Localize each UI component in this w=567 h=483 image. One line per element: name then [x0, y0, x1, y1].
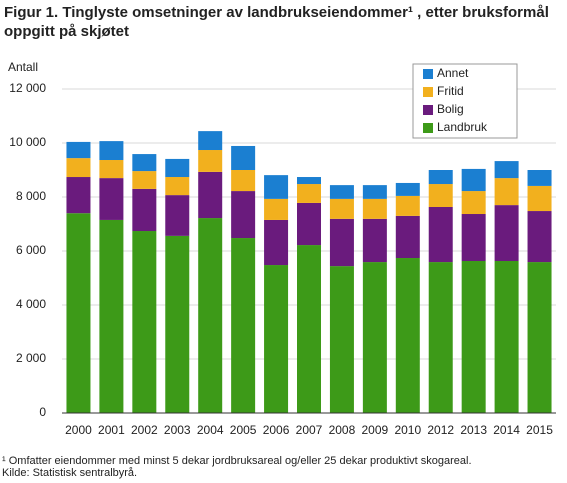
bar-segment	[264, 175, 289, 199]
bar-segment	[461, 168, 486, 192]
legend-label: Landbruk	[437, 120, 488, 134]
bar-segment	[132, 154, 157, 172]
bar-segment	[297, 177, 321, 185]
bar-segment	[66, 213, 91, 413]
x-tick-label: 2002	[131, 423, 158, 437]
bar-segment	[132, 231, 157, 413]
bar-segment	[198, 218, 223, 413]
bar-segment	[132, 171, 157, 189]
bar-segment	[362, 198, 387, 219]
bar-segment	[231, 191, 256, 239]
chart-title: Figur 1. Tinglyste omsetninger av landbr…	[4, 4, 549, 40]
bar-segment	[99, 219, 124, 413]
x-tick-label: 2001	[98, 423, 125, 437]
x-tick-label: 2000	[65, 423, 92, 437]
bar-segment	[231, 145, 256, 170]
bar-segment	[395, 182, 420, 196]
bar-segment	[527, 262, 552, 413]
x-tick-label: 2015	[526, 423, 553, 437]
bar-segment	[99, 160, 124, 179]
x-tick-label: 2013	[460, 423, 487, 437]
bar-segment	[66, 158, 91, 178]
bar-segment	[494, 205, 519, 261]
bar-segment	[99, 178, 124, 220]
bar-segment	[461, 260, 486, 413]
bar-segment	[395, 258, 420, 413]
bar-segment	[329, 185, 354, 199]
x-tick-label: 2004	[197, 423, 224, 437]
legend-swatch	[423, 123, 433, 133]
bar-segment	[461, 214, 486, 261]
bar-segment	[264, 198, 289, 220]
x-tick-label: 2009	[362, 423, 389, 437]
bar-segment	[297, 245, 321, 413]
notes: ¹ Omfatter eiendommer med minst 5 dekar …	[2, 455, 472, 479]
y-axis-label: Antall	[8, 60, 38, 74]
footnote: ¹ Omfatter eiendommer med minst 5 dekar …	[2, 455, 472, 467]
x-tick-label: 2007	[296, 423, 323, 437]
legend-label: Bolig	[437, 102, 464, 116]
legend-label: Annet	[437, 66, 469, 80]
x-tick-label: 2006	[263, 423, 290, 437]
bar-segment	[494, 260, 519, 413]
x-tick-label: 2010	[394, 423, 421, 437]
y-tick-label: 6 000	[16, 243, 46, 257]
y-tick-label: 4 000	[16, 297, 46, 311]
bar-segment	[395, 195, 420, 216]
bar-segment	[198, 171, 223, 219]
bar-segment	[362, 262, 387, 413]
bar-segment	[264, 219, 289, 266]
bar-segment	[527, 185, 552, 212]
bar-segment	[329, 266, 354, 413]
bar-segment	[494, 161, 519, 179]
y-tick-label: 8 000	[16, 189, 46, 203]
bar-segment	[264, 265, 289, 413]
bar-segment	[297, 202, 321, 246]
bar-segment	[231, 170, 256, 192]
legend-swatch	[423, 69, 433, 79]
bar-segment	[428, 170, 453, 185]
bar-segment	[329, 198, 354, 219]
bar-segment	[297, 184, 321, 203]
bar-segment	[461, 191, 486, 215]
bar-segment	[99, 141, 124, 161]
bar-segment	[165, 177, 190, 196]
bar-segment	[527, 170, 552, 186]
bar-segment	[362, 218, 387, 263]
x-tick-label: 2008	[329, 423, 356, 437]
legend-swatch	[423, 87, 433, 97]
bar-segment	[527, 211, 552, 263]
y-tick-label: 2 000	[16, 351, 46, 365]
bar-segment	[165, 235, 190, 413]
legend-swatch	[423, 105, 433, 115]
bar-segment	[231, 238, 256, 413]
x-tick-label: 2012	[427, 423, 454, 437]
bar-segment	[198, 131, 223, 151]
y-tick-label: 12 000	[9, 81, 46, 95]
bar-segment	[132, 188, 157, 232]
x-tick-label: 2003	[164, 423, 191, 437]
bar-segment	[362, 185, 387, 199]
bar-segment	[165, 195, 190, 236]
x-tick-label: 2005	[230, 423, 257, 437]
bar-segment	[494, 178, 519, 206]
bar-segment	[428, 184, 453, 207]
bar-segment	[428, 262, 453, 413]
bar-segment	[198, 150, 223, 172]
bar-segment	[165, 158, 190, 178]
bar-segment	[428, 206, 453, 263]
y-tick-label: 10 000	[9, 135, 46, 149]
bar-segment	[66, 177, 91, 214]
bar-segment	[66, 141, 91, 159]
x-tick-label: 2014	[493, 423, 520, 437]
bar-segment	[395, 215, 420, 259]
y-tick-label: 0	[39, 405, 46, 419]
legend-label: Fritid	[437, 84, 464, 98]
bar-segment	[329, 218, 354, 267]
source: Kilde: Statistisk sentralbyrå.	[2, 467, 138, 479]
